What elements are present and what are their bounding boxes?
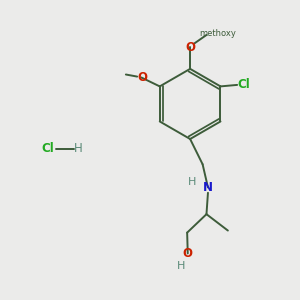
Text: methoxy: methoxy	[199, 29, 236, 38]
Text: Cl: Cl	[237, 78, 250, 92]
Text: H: H	[188, 177, 197, 187]
Text: H: H	[74, 142, 83, 155]
Text: O: O	[185, 41, 195, 54]
Text: Cl: Cl	[41, 142, 54, 155]
Text: O: O	[183, 247, 193, 260]
Text: H: H	[177, 261, 185, 271]
Text: O: O	[137, 71, 147, 84]
Text: N: N	[203, 181, 213, 194]
